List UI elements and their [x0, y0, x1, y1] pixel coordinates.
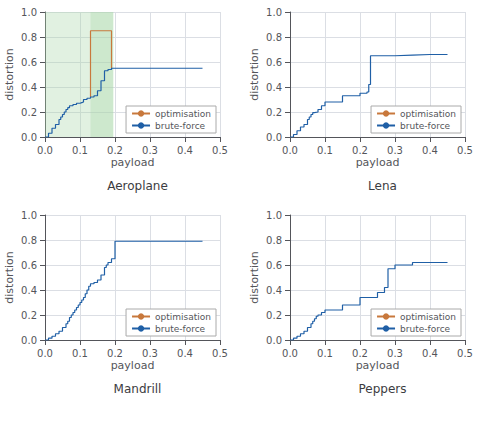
- svg-text:0.0: 0.0: [282, 348, 298, 359]
- svg-text:Lena: Lena: [368, 179, 397, 193]
- svg-text:0.5: 0.5: [457, 348, 473, 359]
- svg-text:optimisation: optimisation: [400, 312, 456, 322]
- svg-text:Mandrill: Mandrill: [114, 382, 162, 396]
- svg-text:1.0: 1.0: [266, 7, 282, 18]
- svg-text:distortion: distortion: [248, 251, 261, 303]
- svg-text:0.2: 0.2: [21, 107, 37, 118]
- svg-text:0.0: 0.0: [266, 335, 282, 346]
- svg-text:0.2: 0.2: [107, 348, 123, 359]
- svg-text:Aeroplane: Aeroplane: [107, 179, 168, 193]
- svg-text:0.1: 0.1: [317, 348, 333, 359]
- svg-text:0.4: 0.4: [177, 348, 193, 359]
- svg-text:0.0: 0.0: [266, 132, 282, 143]
- svg-text:payload: payload: [356, 156, 400, 169]
- svg-text:0.2: 0.2: [266, 107, 282, 118]
- svg-text:0.2: 0.2: [107, 145, 123, 156]
- svg-text:0.6: 0.6: [21, 260, 37, 271]
- svg-text:0.2: 0.2: [352, 145, 368, 156]
- svg-text:0.3: 0.3: [142, 348, 158, 359]
- svg-text:payload: payload: [111, 156, 155, 169]
- svg-text:brute-force: brute-force: [155, 121, 206, 131]
- svg-text:0.4: 0.4: [266, 82, 282, 93]
- svg-text:0.6: 0.6: [266, 57, 282, 68]
- svg-text:optimisation: optimisation: [155, 109, 211, 119]
- svg-text:0.1: 0.1: [72, 348, 88, 359]
- svg-text:brute-force: brute-force: [400, 324, 451, 334]
- svg-text:brute-force: brute-force: [400, 121, 451, 131]
- svg-text:distortion: distortion: [3, 48, 16, 100]
- svg-text:payload: payload: [111, 359, 155, 372]
- svg-text:brute-force: brute-force: [155, 324, 206, 334]
- svg-text:0.4: 0.4: [177, 145, 193, 156]
- svg-text:0.0: 0.0: [21, 335, 37, 346]
- svg-text:Peppers: Peppers: [359, 382, 407, 396]
- svg-text:0.8: 0.8: [21, 32, 37, 43]
- svg-text:1.0: 1.0: [266, 210, 282, 221]
- svg-text:0.3: 0.3: [387, 145, 403, 156]
- svg-text:payload: payload: [356, 359, 400, 372]
- svg-text:0.2: 0.2: [21, 310, 37, 321]
- svg-text:0.5: 0.5: [212, 145, 228, 156]
- svg-text:0.1: 0.1: [72, 145, 88, 156]
- svg-text:1.0: 1.0: [21, 7, 37, 18]
- svg-text:0.4: 0.4: [21, 285, 37, 296]
- svg-text:0.0: 0.0: [37, 348, 53, 359]
- svg-text:0.5: 0.5: [457, 145, 473, 156]
- svg-text:0.4: 0.4: [21, 82, 37, 93]
- svg-text:0.3: 0.3: [142, 145, 158, 156]
- svg-text:0.8: 0.8: [21, 235, 37, 246]
- svg-text:0.4: 0.4: [266, 285, 282, 296]
- svg-text:0.8: 0.8: [266, 235, 282, 246]
- svg-text:0.4: 0.4: [422, 348, 438, 359]
- svg-text:0.0: 0.0: [21, 132, 37, 143]
- svg-text:0.2: 0.2: [266, 310, 282, 321]
- svg-text:0.3: 0.3: [387, 348, 403, 359]
- svg-text:0.4: 0.4: [422, 145, 438, 156]
- svg-text:optimisation: optimisation: [400, 109, 456, 119]
- svg-text:0.0: 0.0: [282, 145, 298, 156]
- svg-text:0.6: 0.6: [266, 260, 282, 271]
- svg-text:distortion: distortion: [248, 48, 261, 100]
- svg-text:0.0: 0.0: [37, 145, 53, 156]
- svg-text:0.8: 0.8: [266, 32, 282, 43]
- svg-text:0.1: 0.1: [317, 145, 333, 156]
- svg-text:0.5: 0.5: [212, 348, 228, 359]
- svg-text:optimisation: optimisation: [155, 312, 211, 322]
- svg-text:1.0: 1.0: [21, 210, 37, 221]
- svg-text:0.6: 0.6: [21, 57, 37, 68]
- svg-text:distortion: distortion: [3, 251, 16, 303]
- svg-text:0.2: 0.2: [352, 348, 368, 359]
